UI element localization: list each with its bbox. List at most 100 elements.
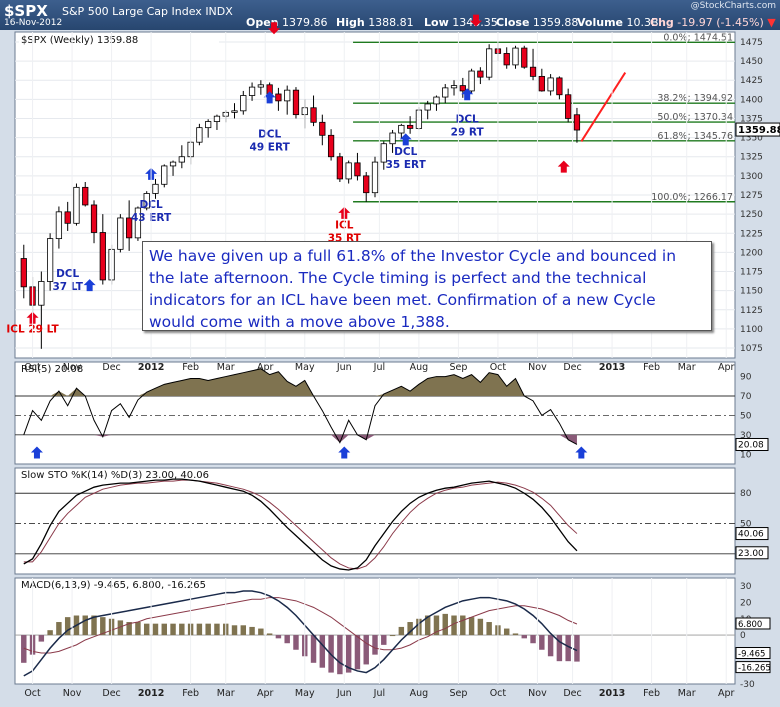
candle-body [310,107,317,123]
macd-histogram-bar [170,623,176,636]
price-tick-label: 1275 [740,191,763,201]
candle-body [196,127,203,143]
candle-body [126,217,133,239]
cycle-label: 35 ERT [386,159,427,171]
candle-body [205,121,212,129]
x-axis-label: Jun [336,362,352,373]
cycle-label: DCL [394,146,417,158]
candle-body [284,89,291,102]
sto-last-value: 23.00 [738,549,764,559]
x-axis-label: Aug [410,362,429,373]
panel-frame-3 [14,577,736,685]
macd-histogram-bar [240,625,247,636]
price-tick-label: 1350 [740,134,763,144]
candle-body [345,162,352,180]
macd-histogram-bar [345,635,352,673]
macd-histogram-bar [574,635,580,662]
macd-histogram-bar [275,635,282,639]
x-axis-label: Dec [563,362,581,373]
macd-histogram-bar [56,622,62,636]
panel-frame-1 [14,361,736,465]
down-arrow-icon: ▼ [767,16,776,29]
macd-histogram-bar [468,617,475,636]
x-axis-label: Feb [643,362,660,373]
x-axis-label: Mar [217,362,235,373]
candle-body [442,87,449,98]
close-quote: Close 1359.88 [496,16,579,29]
x-axis-label: Mar [678,688,696,699]
macd-histogram-bar [363,635,369,665]
macd-histogram-bar [565,635,571,662]
cycle-arrow [399,133,412,146]
candle-body [169,161,177,167]
macd-histogram-bar [424,615,431,636]
price-tick-label: 1325 [740,153,763,163]
candle-body [82,186,89,206]
candle-body [20,258,27,288]
macd-histogram-bar [381,635,387,645]
cycle-label: DCL [258,129,281,141]
candle-body [152,183,159,194]
macd-last-value: -9.465 [738,650,765,660]
macd-histogram-bar [539,635,545,650]
macd-histogram-bar [179,623,185,636]
cycle-arrow [557,160,570,173]
cycle-label: 37 LT [52,281,83,293]
cycle-arrow [469,14,482,27]
candle-body [538,75,545,92]
rsi-line [23,368,578,445]
chart-date: 16-Nov-2012 [4,18,63,28]
macd-histogram-bar [521,635,527,639]
price-tick-label: 1225 [740,229,763,239]
price-tick-label: 1200 [740,248,763,258]
candle-body [468,70,475,92]
x-axis-label: Dec [102,362,120,373]
price-tick-label: 1300 [740,172,763,182]
macd-histogram-bar [266,633,273,636]
rsi-tick-label: 30 [740,431,752,441]
last-value-label: 1359.88 [738,125,780,136]
last-value-box [735,122,780,137]
price-tick-label: 1100 [740,325,763,335]
macd-histogram-bar [91,615,97,636]
x-axis-label: Nov [528,688,547,699]
candle-body [327,134,335,158]
x-axis-label: Dec [102,688,120,699]
candle-body [143,193,150,209]
index-name: S&P 500 Large Cap Index INDX [62,5,233,18]
macd-histogram-bar [310,635,317,663]
candle-body [178,156,185,163]
candle-body [257,84,264,88]
open-quote: Open 1379.86 [246,16,328,29]
candle-body [371,161,379,194]
candle-body [161,165,168,185]
candle-body [398,124,405,134]
macd-histogram-bar [152,623,159,636]
macd-histogram-bar [258,628,264,636]
price-legend: $SPX (Weekly) 1359.88 [21,35,138,46]
cycle-arrow [461,88,474,101]
macd-histogram-bar [161,623,167,636]
sto-k-line [23,478,578,571]
x-axis-label: Oct [24,362,41,373]
sto-d-line [23,479,578,570]
macd-histogram-bar [47,630,53,636]
candle-body [248,86,256,96]
rsi-legend: RSI(5) 20.08 [21,364,83,375]
macd-tick-label: 30 [740,582,752,592]
price-tick-label: 1125 [740,306,763,316]
macd-histogram-bar [503,628,510,636]
sto-panel: 205080Slow STO %K(14) %D(3) 23.00, 40.06… [15,470,769,571]
candle-body [90,204,98,233]
candle-body [134,207,142,239]
watermark: @StockCharts.com [690,1,776,11]
x-axis-label: Feb [182,362,199,373]
rsi-last-box [735,437,769,451]
legend-box [19,34,219,46]
macd-histogram-bar [143,623,150,636]
cycle-label: DCL [456,113,479,125]
candle-body [354,162,361,177]
candle-body [450,85,458,89]
macd-last-value: 6.800 [738,620,762,630]
x-axis-label: Jun [336,688,352,699]
